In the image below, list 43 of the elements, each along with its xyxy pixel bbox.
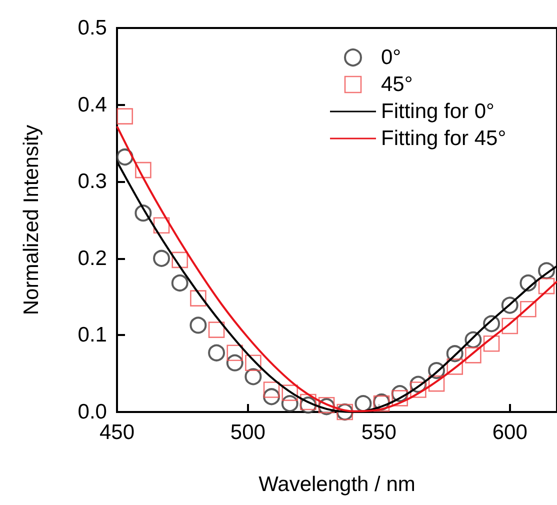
point bbox=[354, 395, 372, 412]
y-tick-label: 0.3 bbox=[78, 170, 107, 194]
point bbox=[282, 384, 298, 401]
point bbox=[226, 344, 244, 362]
legend-label: 0° bbox=[381, 46, 402, 69]
point bbox=[446, 358, 464, 375]
legend-label: Fitting for 45° bbox=[381, 127, 506, 150]
point bbox=[171, 274, 188, 292]
point bbox=[116, 148, 134, 166]
point bbox=[300, 394, 316, 410]
point bbox=[502, 318, 518, 334]
y-axis-title: Normalized Intensity bbox=[20, 124, 43, 316]
point bbox=[208, 344, 226, 362]
point bbox=[410, 382, 426, 398]
legend-label: 45° bbox=[381, 73, 413, 96]
y-tick-label: 0.0 bbox=[78, 400, 107, 424]
point bbox=[428, 375, 445, 392]
point bbox=[520, 300, 536, 318]
x-tick-label: 450 bbox=[99, 421, 135, 444]
x-tick-label: 600 bbox=[492, 421, 528, 444]
point bbox=[172, 252, 188, 268]
x-tick-label: 550 bbox=[361, 421, 396, 444]
point bbox=[538, 278, 555, 294]
point bbox=[245, 354, 262, 371]
point bbox=[208, 322, 225, 338]
legend-label: Fitting for 0° bbox=[381, 100, 494, 123]
y-tick-label: 0.4 bbox=[78, 93, 108, 116]
point bbox=[465, 347, 482, 364]
y-tick-label: 0.5 bbox=[78, 16, 107, 40]
x-axis-title: Wavelength / nm bbox=[258, 473, 416, 496]
point bbox=[116, 108, 134, 124]
y-tick-label: 0.2 bbox=[78, 246, 107, 270]
point bbox=[392, 390, 408, 406]
point bbox=[135, 162, 152, 178]
x-tick-label: 500 bbox=[230, 421, 266, 444]
point bbox=[153, 250, 170, 267]
y-tick-label: 0.1 bbox=[78, 324, 107, 347]
point bbox=[190, 316, 207, 334]
point bbox=[483, 336, 500, 352]
point bbox=[263, 382, 280, 398]
point bbox=[153, 217, 170, 234]
point bbox=[244, 368, 262, 386]
point bbox=[190, 290, 206, 306]
